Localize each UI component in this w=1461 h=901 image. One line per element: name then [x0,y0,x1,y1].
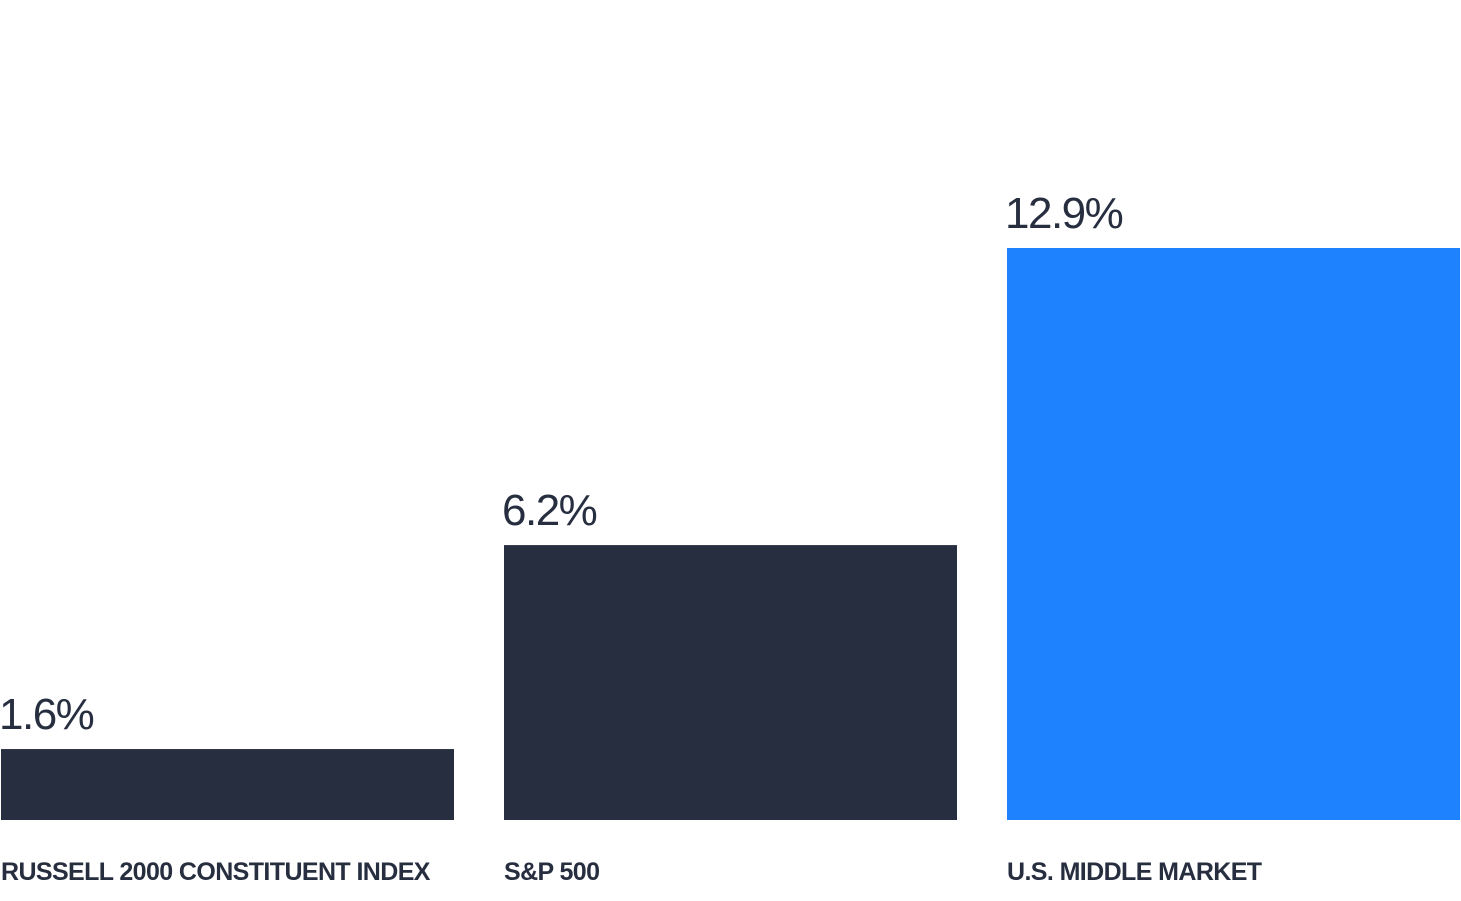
value-label-2: 6.2% [502,486,597,535]
bar-1 [1,749,454,820]
category-label-3: U.S. MIDDLE MARKET [1007,858,1262,886]
category-label-1: RUSSELL 2000 CONSTITUENT INDEX [1,858,431,886]
category-labels: RUSSELL 2000 CONSTITUENT INDEX S&P 500 U.S… [1,858,1262,886]
category-label-2: S&P 500 [504,858,599,886]
value-labels: 1.6% 6.2% 12.9% [0,189,1124,739]
bar-2 [504,545,957,820]
value-label-3: 12.9% [1005,189,1123,238]
bar-3 [1007,248,1460,820]
bars [1,248,1460,820]
value-label-1: 1.6% [0,690,94,739]
